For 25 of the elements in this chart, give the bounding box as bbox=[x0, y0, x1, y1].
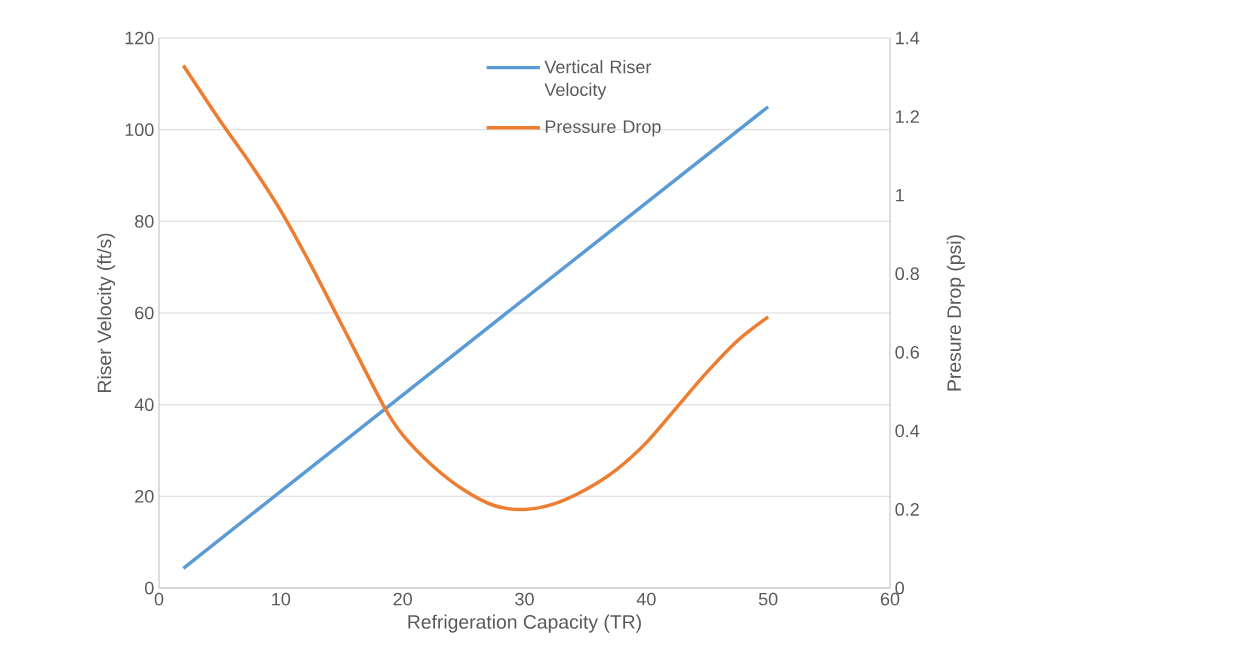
y2-tick-label: 0.6 bbox=[895, 345, 919, 359]
y-axis-title: Riser Velocity (ft/s) bbox=[97, 233, 116, 392]
y-tick-label: 40 bbox=[134, 398, 154, 412]
y2-tick-label: 0.8 bbox=[895, 267, 919, 281]
x-axis-title: Refrigeration Capacity (TR) bbox=[408, 614, 641, 633]
x-tick-label: 50 bbox=[758, 592, 778, 606]
y2-tick-label: 1.4 bbox=[896, 31, 920, 45]
x-tick-label: 0 bbox=[154, 592, 164, 606]
y-tick-label: 0 bbox=[144, 581, 154, 595]
y-tick-label: 60 bbox=[135, 306, 154, 320]
y2-tick-label: 0.2 bbox=[895, 503, 919, 516]
y2-tick-label: 1 bbox=[896, 188, 904, 202]
y-tick-label: 120 bbox=[125, 31, 154, 45]
y2-tick-label: 1.2 bbox=[896, 110, 919, 123]
y-tick-label: 100 bbox=[125, 123, 154, 137]
x-tick-label: 40 bbox=[636, 592, 656, 606]
x-tick-label: 10 bbox=[272, 592, 291, 606]
y2-axis-title: Presure Drop (psi) bbox=[946, 235, 965, 391]
y2-tick-label: 0.4 bbox=[895, 424, 920, 438]
legend-label: Pressure Drop bbox=[545, 120, 661, 137]
y-tick-label: 80 bbox=[135, 214, 154, 228]
x-tick-label: 20 bbox=[393, 592, 412, 606]
legend-label: Vertical Riser Velocity bbox=[544, 60, 652, 100]
x-tick-label: 30 bbox=[515, 592, 534, 606]
y-tick-label: 20 bbox=[135, 489, 154, 503]
